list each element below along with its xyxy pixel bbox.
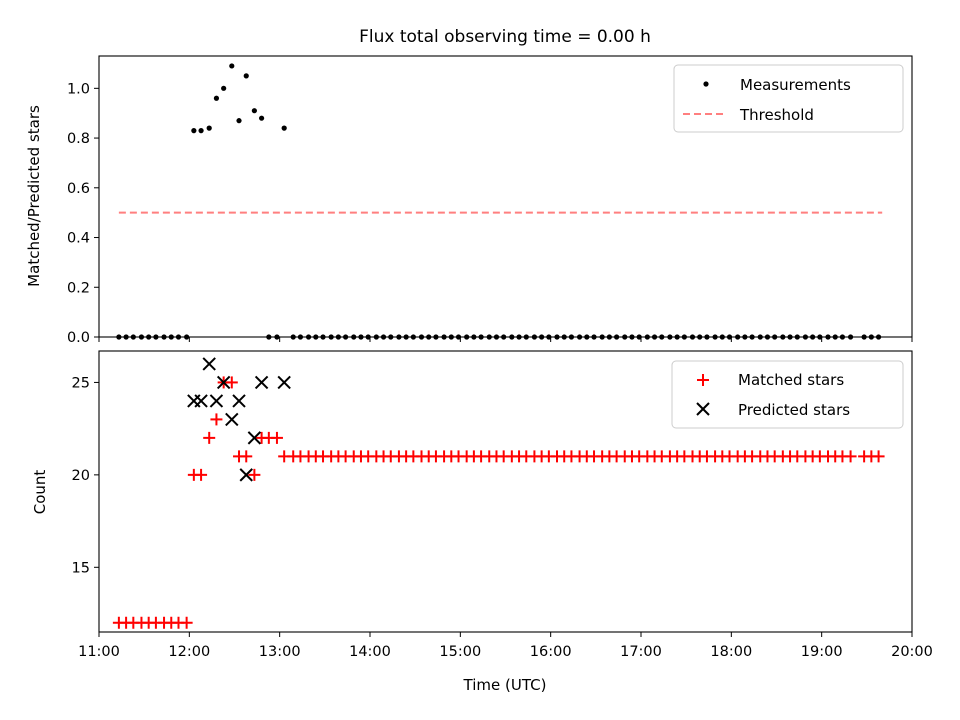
bottom-x-tick-label: 12:00 [168,644,210,660]
predicted-star-point [225,412,239,427]
top-legend-box [673,64,904,133]
measurement-point [221,85,227,91]
legend-predicted-marker [696,402,710,416]
top-chart-title: Flux total observing time = 0.00 h [359,27,651,47]
predicted-star-stroke-b [194,394,208,408]
measurement-point [251,108,257,114]
matched-star-point [225,376,238,389]
measurement-point [213,95,220,101]
bottom-x-ticks: 11:00 12:00 13:00 14:00 15:00 16:00 17:00 18:00… [78,632,933,660]
matched-star-point [203,431,216,444]
bottom-x-tick-label: 17:00 [620,644,662,660]
bottom-legend: Matched stars Predicted stars [671,360,904,429]
top-y-axis-label: Matched/Predicted stars [25,105,43,287]
top-y-ticks: 0.0 0.2 0.4 0.6 0.8 1.0 [67,81,99,346]
predicted-star-stroke-b [239,468,253,482]
bottom-y-ticks: 15 20 25 [72,375,99,576]
matched-star-point [210,413,223,426]
top-y-tick-label: 0.6 [67,181,90,197]
matched-star-point [270,431,283,444]
measurement-point [236,118,242,124]
predicted-star-point [239,468,253,482]
top-y-tick-label: 0.2 [67,280,90,296]
measurement-point [259,115,265,121]
predicted-star-stroke-b [202,357,216,371]
top-y-tick-label: 0.4 [67,231,90,247]
legend-matched-label: Matched stars [738,371,844,389]
legend-threshold-label: Threshold [739,106,814,124]
matched-star-point [180,616,193,629]
predicted-star-point [232,394,246,408]
bottom-y-tick-label: 15 [72,560,90,576]
bottom-y-tick-label: 20 [72,468,90,484]
predicted-star-point [216,375,231,390]
bottom-x-tick-label: 19:00 [801,644,843,660]
predicted-star-point [194,394,208,408]
top-y-tick-label: 0.0 [67,330,90,346]
predicted-star-stroke-b [225,412,239,427]
measurement-point [198,128,204,134]
bottom-x-tick-label: 18:00 [710,644,752,660]
bottom-x-tick-label: 16:00 [530,644,572,660]
predicted-star-point [254,375,269,390]
predicted-star-point [247,431,262,445]
matched-star-point [872,450,885,463]
bottom-y-axis-label: Count [31,470,49,515]
bottom-x-tick-label: 15:00 [439,644,481,660]
predicted-star-stroke-b [247,431,262,445]
predicted-star-stroke-b [232,394,246,408]
legend-matched-marker [697,374,709,386]
predicted-star-point [277,375,291,390]
top-panel: Flux total observing time = 0.00 h Match… [25,27,913,346]
top-plot-frame [98,55,913,338]
top-legend: Measurements Threshold [673,64,904,133]
legend-measurements-marker [703,81,709,87]
legend-measurements-label: Measurements [740,76,851,94]
matched-star-point [844,450,857,463]
bottom-series-layer [112,357,885,629]
bottom-x-tick-label: 13:00 [259,644,301,660]
bottom-legend-box [671,360,904,429]
measurement-point [191,128,197,134]
measurement-point [243,73,249,79]
predicted-star-point [202,357,216,371]
measurement-point [229,63,235,69]
bottom-x-tick-label: 20:00 [891,644,933,660]
predicted-star-stroke-b [277,375,291,390]
measurement-point [281,125,287,131]
bottom-x-tick-label: 14:00 [349,644,391,660]
matched-star-point [195,468,208,481]
top-y-tick-label: 1.0 [67,81,90,97]
measurement-point [206,125,212,131]
bottom-y-tick-label: 25 [72,375,90,391]
predicted-star-stroke-b [254,375,269,390]
predicted-star-point [209,394,224,408]
bottom-plot-frame [98,350,913,633]
matched-star-point [248,468,261,481]
predicted-star-stroke-b [216,375,231,390]
bottom-x-axis-label: Time (UTC) [463,676,547,694]
top-y-tick-label: 0.8 [67,131,90,147]
predicted-star-stroke-b [209,394,224,408]
bottom-x-tick-label: 11:00 [78,644,120,660]
matched-star-point [240,450,253,463]
legend-predicted-label: Predicted stars [738,401,850,419]
